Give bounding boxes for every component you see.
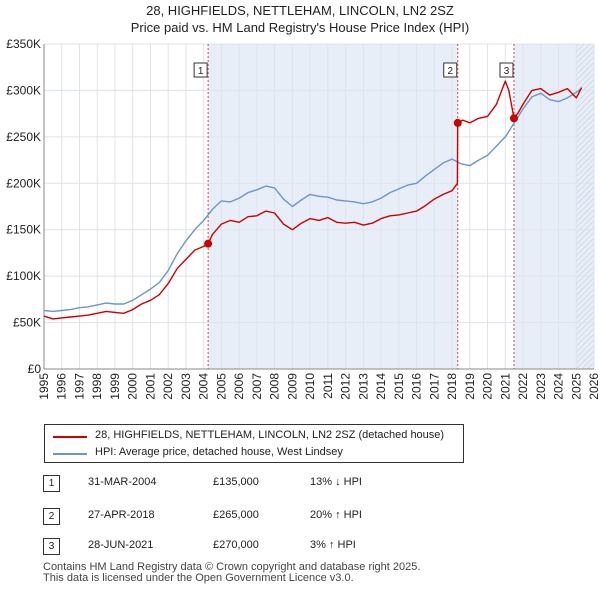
chart-title-subtitle: Price paid vs. HM Land Registry's House … bbox=[130, 20, 470, 35]
sale-hpi-change: 13% ↓ HPI bbox=[310, 476, 362, 488]
sale-row: 3 28-JUN-2021 £270,000 3% ↑ HPI bbox=[0, 537, 600, 557]
sale-point bbox=[509, 114, 518, 123]
x-tick-label: 1997 bbox=[72, 373, 86, 400]
x-tick-label: 2023 bbox=[534, 373, 548, 400]
hpi-line bbox=[43, 88, 583, 313]
property-price-line bbox=[43, 80, 583, 320]
x-tick-label: 2018 bbox=[445, 373, 459, 400]
sale-marker-box bbox=[499, 62, 514, 78]
x-tick-label: 2024 bbox=[552, 373, 566, 400]
sale-price: £265,000 bbox=[213, 509, 259, 521]
sale-number-badge: 3 bbox=[43, 538, 60, 555]
sale-number-badge: 2 bbox=[43, 508, 60, 525]
forecast-hatch bbox=[576, 44, 594, 369]
x-tick-label: 2022 bbox=[516, 373, 530, 400]
y-tick-label: £350K bbox=[6, 37, 41, 51]
x-tick-label: 2003 bbox=[179, 373, 193, 400]
x-tick-label: 2026 bbox=[587, 373, 600, 400]
x-tick-label: 2010 bbox=[303, 373, 317, 400]
legend-swatch-hpi bbox=[53, 453, 87, 455]
chart-title-address: 28, HIGHFIELDS, NETTLEHAM, LINCOLN, LN2 … bbox=[146, 3, 454, 18]
y-tick-label: £200K bbox=[6, 176, 41, 190]
y-tick-label: £300K bbox=[6, 83, 41, 97]
sale-marker-label: 3 bbox=[504, 66, 510, 77]
x-tick-label: 1998 bbox=[90, 373, 104, 400]
x-tick-label: 2020 bbox=[481, 373, 495, 400]
sale-row: 1 31-MAR-2004 £135,000 13% ↓ HPI bbox=[0, 474, 600, 494]
price-chart: £0 £50K £100K £150K £200K £250K £300K £350K 1995… bbox=[6, 37, 600, 400]
footer-licence: This data is licensed under the Open Gov… bbox=[43, 572, 354, 584]
x-tick-label: 2005 bbox=[214, 373, 228, 400]
y-tick-label: £50K bbox=[13, 316, 41, 330]
y-tick-label: £100K bbox=[6, 269, 41, 283]
x-tick-label: 2006 bbox=[232, 373, 246, 400]
x-tick-label: 2021 bbox=[498, 373, 512, 400]
x-tick-label: 2009 bbox=[285, 373, 299, 400]
y-tick-label: £150K bbox=[6, 223, 41, 237]
ownership-shade bbox=[208, 44, 458, 369]
legend-label-property: 28, HIGHFIELDS, NETTLEHAM, LINCOLN, LN2 … bbox=[95, 429, 445, 441]
x-tick-label: 1996 bbox=[55, 373, 69, 400]
y-tick-label: £0 bbox=[28, 362, 42, 376]
sale-date: 28-JUN-2021 bbox=[88, 539, 154, 551]
x-tick-label: 2011 bbox=[321, 373, 335, 399]
legend-label-hpi: HPI: Average price, detached house, West… bbox=[95, 446, 343, 458]
x-tick-label: 2014 bbox=[374, 373, 388, 400]
x-tick-label: 2015 bbox=[392, 373, 406, 400]
sale-marker-label: 1 bbox=[198, 66, 204, 77]
x-tick-label: 2012 bbox=[339, 373, 353, 400]
sale-point bbox=[204, 239, 213, 248]
footer-attribution: Contains HM Land Registry data © Crown c… bbox=[43, 562, 420, 584]
sale-point bbox=[453, 118, 462, 127]
sale-marker-box bbox=[193, 62, 208, 78]
x-tick-label: 2019 bbox=[463, 373, 477, 400]
chart-legend: 28, HIGHFIELDS, NETTLEHAM, LINCOLN, LN2 … bbox=[44, 424, 464, 463]
sale-row: 2 27-APR-2018 £265,000 20% ↑ HPI bbox=[0, 507, 600, 527]
x-tick-label: 1999 bbox=[108, 373, 122, 400]
sale-hpi-change: 20% ↑ HPI bbox=[310, 509, 362, 521]
x-tick-label: 2008 bbox=[268, 373, 282, 400]
sale-price: £270,000 bbox=[213, 539, 259, 551]
x-tick-label: 2002 bbox=[161, 373, 175, 400]
sale-date: 27-APR-2018 bbox=[88, 509, 155, 521]
x-tick-label: 2025 bbox=[569, 373, 583, 400]
sale-hpi-change: 3% ↑ HPI bbox=[310, 539, 356, 551]
x-tick-label: 2001 bbox=[143, 373, 157, 400]
x-tick-label: 2007 bbox=[250, 373, 264, 400]
sale-number-badge: 1 bbox=[43, 475, 60, 492]
sale-marker-label: 2 bbox=[447, 66, 453, 77]
sale-price: £135,000 bbox=[213, 476, 259, 488]
sale-marker-box bbox=[443, 62, 458, 78]
footer-copyright: Contains HM Land Registry data © Crown c… bbox=[43, 561, 421, 573]
y-tick-label: £250K bbox=[6, 130, 41, 144]
x-tick-label: 2017 bbox=[427, 373, 441, 400]
x-tick-label: 2004 bbox=[197, 373, 211, 400]
sale-date: 31-MAR-2004 bbox=[88, 476, 157, 488]
legend-swatch-property bbox=[53, 436, 87, 438]
x-tick-label: 1995 bbox=[37, 373, 51, 400]
x-tick-label: 2000 bbox=[126, 373, 140, 400]
x-tick-label: 2013 bbox=[356, 373, 370, 400]
x-tick-label: 2016 bbox=[410, 373, 424, 400]
